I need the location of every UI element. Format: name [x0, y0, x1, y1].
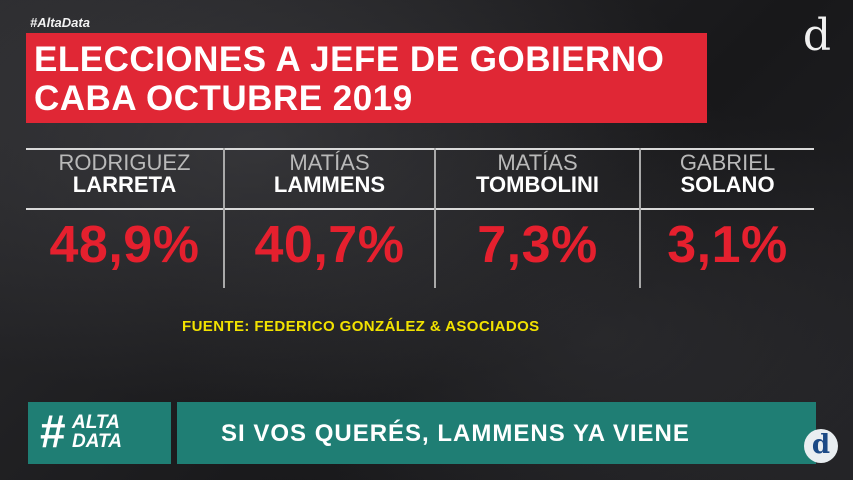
hashtag-label: #AltaData: [30, 15, 90, 30]
candidate-percentage: 7,3%: [477, 216, 598, 274]
candidate-solano: GABRIEL SOLANO 3,1%: [641, 148, 814, 288]
candidate-first-name: MATÍAS: [497, 150, 578, 175]
column-divider: [639, 148, 641, 288]
candidate-last-name: LARRETA: [72, 172, 177, 197]
lower-third: # ALTA DATA SI VOS QUERÉS, LAMMENS YA VI…: [28, 402, 816, 464]
brand-logo-icon: d: [802, 10, 832, 61]
candidate-name: GABRIEL SOLANO: [641, 152, 814, 196]
hash-icon: #: [40, 405, 66, 457]
title-line-1: ELECCIONES A JEFE DE GOBIERNO: [34, 40, 665, 79]
divider-top: [26, 148, 814, 150]
candidate-first-name: RODRIGUEZ: [58, 150, 191, 175]
candidate-name: MATÍAS LAMMENS: [225, 152, 434, 196]
results-table: RODRIGUEZ LARRETA 48,9% MATÍAS LAMMENS 4…: [26, 148, 814, 288]
badge-word-1: ALTA: [72, 412, 120, 433]
candidate-percentage: 3,1%: [667, 216, 788, 274]
candidate-name: RODRIGUEZ LARRETA: [26, 152, 223, 196]
column-divider: [434, 148, 436, 288]
candidate-percentage: 48,9%: [49, 216, 200, 274]
candidate-first-name: GABRIEL: [679, 150, 776, 175]
candidate-first-name: MATÍAS: [289, 150, 370, 175]
candidate-tombolini: MATÍAS TOMBOLINI 7,3%: [436, 148, 639, 288]
candidate-last-name: SOLANO: [680, 172, 775, 197]
badge-word-2: DATA: [72, 431, 122, 452]
altadata-badge: # ALTA DATA: [28, 402, 171, 464]
tagline-text: SI VOS QUERÉS, LAMMENS YA VIENE: [221, 420, 690, 447]
candidate-percentage: 40,7%: [254, 216, 405, 274]
channel-logo-icon: d: [804, 429, 838, 463]
candidate-larreta: RODRIGUEZ LARRETA 48,9%: [26, 148, 223, 288]
candidate-last-name: LAMMENS: [273, 172, 386, 197]
candidate-name: MATÍAS TOMBOLINI: [436, 152, 639, 196]
candidate-last-name: TOMBOLINI: [475, 172, 600, 197]
source-credit: FUENTE: FEDERICO GONZÁLEZ & ASOCIADOS: [182, 318, 540, 335]
title-line-2: CABA OCTUBRE 2019: [34, 79, 413, 118]
divider-middle: [26, 208, 814, 210]
candidate-lammens: MATÍAS LAMMENS 40,7%: [225, 148, 434, 288]
column-divider: [223, 148, 225, 288]
title-banner: ELECCIONES A JEFE DE GOBIERNO CABA OCTUB…: [26, 33, 707, 123]
tagline-banner: SI VOS QUERÉS, LAMMENS YA VIENE: [177, 402, 816, 464]
